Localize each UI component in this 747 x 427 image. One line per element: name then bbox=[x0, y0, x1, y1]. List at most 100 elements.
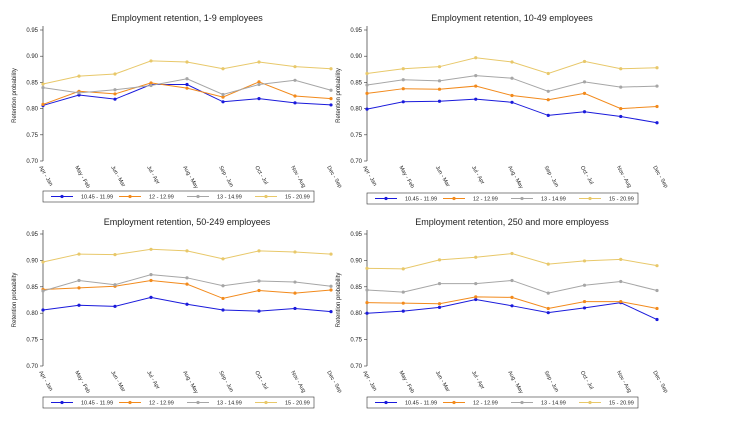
legend-box bbox=[42, 396, 315, 409]
data-point bbox=[149, 273, 153, 277]
series-line-2 bbox=[366, 85, 658, 110]
data-point bbox=[77, 286, 81, 290]
data-point bbox=[474, 295, 478, 299]
data-point bbox=[619, 85, 623, 89]
data-point bbox=[655, 66, 659, 70]
chart-title: Employment retention, 250 and more emplo… bbox=[415, 217, 609, 227]
data-point bbox=[77, 278, 81, 283]
data-point bbox=[221, 284, 225, 288]
data-point bbox=[293, 65, 297, 69]
data-point bbox=[185, 282, 189, 286]
x-tick-label: May - Feb bbox=[398, 165, 416, 189]
y-tick-label: 0.85 bbox=[350, 285, 362, 291]
x-tick-label: Jun - Mar bbox=[109, 165, 126, 188]
data-point bbox=[437, 79, 442, 83]
y-tick-label: 0.80 bbox=[350, 107, 362, 113]
data-point bbox=[655, 84, 659, 88]
data-point bbox=[113, 283, 117, 287]
y-tick-label: 0.75 bbox=[26, 133, 38, 139]
legend-swatch-marker bbox=[588, 400, 592, 405]
y-tick-label: 0.75 bbox=[350, 338, 362, 344]
series-line-4 bbox=[42, 60, 332, 85]
data-point bbox=[293, 306, 297, 311]
data-point bbox=[510, 93, 514, 98]
y-tick-label: 0.95 bbox=[26, 28, 38, 34]
legend-swatch-marker bbox=[520, 196, 524, 201]
y-tick-label: 0.70 bbox=[26, 159, 38, 165]
x-tick-label: Sep - Jun bbox=[543, 165, 560, 188]
legend: 10.45 - 11.99 12 - 12.99 13 - 14.99 15 - 20… bbox=[42, 190, 315, 203]
data-point bbox=[474, 282, 478, 286]
y-tick-label: 0.95 bbox=[350, 28, 362, 34]
y-tick-label: 0.85 bbox=[26, 285, 38, 291]
x-tick-label: Sep - Jun bbox=[543, 370, 560, 393]
data-point bbox=[546, 71, 550, 76]
data-point bbox=[329, 88, 333, 92]
data-point bbox=[149, 81, 153, 85]
data-point bbox=[41, 308, 45, 312]
data-point bbox=[77, 252, 81, 256]
legend-swatch-marker bbox=[196, 194, 200, 199]
y-axis-label: Retention probability bbox=[12, 68, 18, 123]
data-point bbox=[474, 56, 478, 60]
x-tick-label: Nov - Aug bbox=[615, 165, 632, 189]
data-point bbox=[113, 88, 117, 92]
data-point bbox=[365, 266, 369, 270]
data-point bbox=[655, 121, 659, 125]
data-point bbox=[510, 278, 514, 283]
legend-label: 10.45 - 11.99 bbox=[405, 401, 437, 407]
data-point bbox=[546, 98, 550, 102]
data-point bbox=[329, 252, 333, 256]
legend-label: 15 - 20.99 bbox=[609, 401, 634, 407]
data-point bbox=[510, 60, 514, 64]
legend-label: 13 - 14.99 bbox=[217, 401, 242, 407]
x-tick-label: Nov - Aug bbox=[289, 370, 306, 394]
x-tick-label: Jun - Mar bbox=[434, 165, 451, 188]
y-tick-label: 0.70 bbox=[350, 364, 362, 370]
data-point bbox=[546, 311, 550, 315]
data-point bbox=[221, 67, 225, 71]
data-point bbox=[221, 308, 225, 312]
x-tick-label: Dec - Sep bbox=[651, 165, 668, 189]
x-tick-label: Aug - May bbox=[506, 370, 524, 395]
data-point bbox=[329, 288, 333, 292]
data-point bbox=[546, 306, 550, 311]
x-tick-label: May - Feb bbox=[73, 370, 91, 394]
data-point bbox=[474, 297, 478, 302]
legend-swatch-marker bbox=[520, 400, 524, 405]
legend-label: 12 - 12.99 bbox=[149, 401, 174, 407]
data-point bbox=[546, 262, 550, 266]
legend-label: 10.45 - 11.99 bbox=[81, 401, 113, 407]
x-tick-label: Sep - Jun bbox=[217, 370, 234, 393]
data-point bbox=[546, 291, 550, 295]
data-point bbox=[619, 114, 623, 119]
chart-panel-2: Employment retention, 10-49 employees Ret… bbox=[336, 13, 669, 205]
chart-title: Employment retention, 10-49 employees bbox=[431, 13, 593, 23]
data-point bbox=[185, 276, 189, 280]
y-tick-label: 0.90 bbox=[350, 258, 362, 264]
legend-box bbox=[366, 192, 639, 205]
data-point bbox=[474, 73, 478, 78]
series-line-4 bbox=[366, 57, 658, 75]
y-tick-label: 0.90 bbox=[26, 258, 38, 264]
series-line-1 bbox=[366, 298, 658, 320]
y-tick-label: 0.85 bbox=[26, 80, 38, 86]
data-point bbox=[185, 86, 189, 90]
data-point bbox=[365, 107, 369, 111]
data-point bbox=[619, 279, 623, 284]
data-point bbox=[113, 252, 117, 257]
data-point bbox=[582, 80, 587, 84]
series-line-4 bbox=[366, 253, 658, 270]
data-point bbox=[185, 249, 189, 253]
data-point bbox=[149, 83, 153, 88]
legend-label: 13 - 14.99 bbox=[541, 401, 566, 407]
y-tick-label: 0.80 bbox=[26, 311, 38, 317]
y-tick-label: 0.80 bbox=[350, 311, 362, 317]
data-point bbox=[185, 82, 189, 87]
legend: 10.45 - 11.99 12 - 12.99 13 - 14.99 15 - 20… bbox=[366, 396, 639, 409]
data-point bbox=[619, 257, 623, 261]
data-point bbox=[149, 247, 153, 251]
legend: 10.45 - 11.99 12 - 12.99 13 - 14.99 15 - 20… bbox=[42, 396, 315, 409]
legend-label: 13 - 14.99 bbox=[217, 195, 242, 201]
y-tick-label: 0.90 bbox=[26, 54, 38, 60]
